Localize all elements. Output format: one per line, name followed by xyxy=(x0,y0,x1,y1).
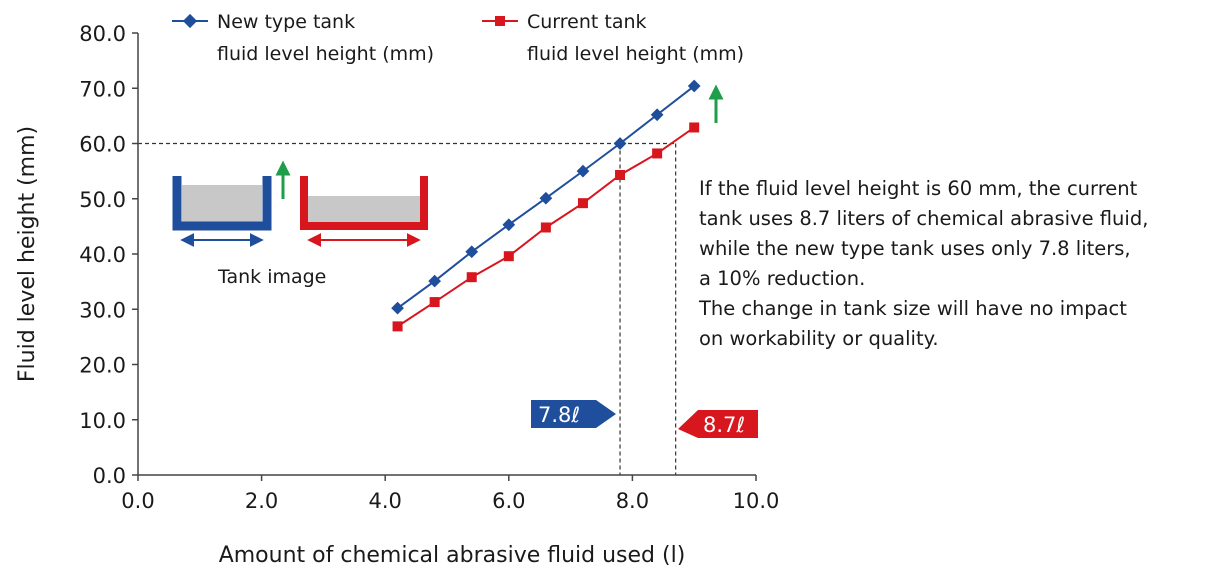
legend-current-marker xyxy=(495,16,505,26)
y-tick-label: 0.0 xyxy=(93,464,126,488)
data-point xyxy=(689,122,700,133)
series-current-tank xyxy=(392,122,700,332)
data-point xyxy=(465,245,479,259)
x-tick-label: 6.0 xyxy=(492,489,525,513)
current-tank-outline xyxy=(300,176,428,230)
legend: New type tank fluid level height (mm) Cu… xyxy=(172,11,744,65)
data-point xyxy=(392,321,403,332)
callout-current-box xyxy=(678,410,758,438)
y-tick-label: 80.0 xyxy=(79,22,126,46)
legend-new-label-2: fluid level height (mm) xyxy=(217,43,434,65)
x-axis-title: Amount of chemical abrasive fluid used (… xyxy=(219,543,686,568)
y-tick-label: 40.0 xyxy=(79,243,126,267)
current-tank-fill xyxy=(308,196,420,222)
x-tick-label: 4.0 xyxy=(368,489,401,513)
legend-new-label-1: New type tank xyxy=(217,11,355,33)
annotation-line: while the new type tank uses only 7.8 li… xyxy=(699,237,1131,260)
x-tick-label: 10.0 xyxy=(733,489,780,513)
annotation-line: a 10% reduction. xyxy=(699,267,866,290)
y-tick-label: 20.0 xyxy=(79,354,126,378)
annotation-line: on workability or quality. xyxy=(699,327,939,350)
annotation-text: If the fluid level height is 60 mm, the … xyxy=(699,174,1227,354)
axes: 0.0 10.0 20.0 30.0 40.0 50.0 60.0 70.0 80.0 0.0 2.… xyxy=(15,22,779,568)
annotation-line: tank uses 8.7 liters of chemical abrasiv… xyxy=(699,207,1149,230)
new-tank-outline xyxy=(172,176,272,231)
data-point xyxy=(615,169,626,180)
tank-illustration: Tank image xyxy=(172,160,428,288)
callout-new-box xyxy=(531,400,616,428)
reference-lines xyxy=(138,142,677,475)
y-tick-label: 60.0 xyxy=(79,133,126,157)
series-new-type-tank xyxy=(391,79,701,315)
y-tick-label: 70.0 xyxy=(79,77,126,101)
y-tick-label: 50.0 xyxy=(79,188,126,212)
volume-callouts: 7.8ℓ 8.7ℓ xyxy=(531,84,758,438)
callout-current-label: 8.7ℓ xyxy=(703,413,745,437)
new-tank-fill xyxy=(182,185,262,222)
data-point xyxy=(466,272,477,283)
y-tick-label: 10.0 xyxy=(79,409,126,433)
legend-new-marker xyxy=(182,13,198,29)
data-point xyxy=(428,274,442,288)
legend-current-label-2: fluid level height (mm) xyxy=(527,43,744,65)
annotation-line: The change in tank size will have no imp… xyxy=(699,297,1127,320)
x-tick-label: 8.0 xyxy=(616,489,649,513)
data-point xyxy=(540,222,551,233)
x-tick-label: 0.0 xyxy=(121,489,154,513)
annotation-line: If the fluid level height is 60 mm, the … xyxy=(699,177,1138,200)
data-point xyxy=(652,148,663,159)
y-axis-title: Fluid level height (mm) xyxy=(15,126,40,382)
tank-caption: Tank image xyxy=(217,266,326,288)
data-point xyxy=(502,218,516,232)
series-group xyxy=(391,79,701,332)
data-point xyxy=(503,251,514,262)
data-point xyxy=(577,198,588,209)
x-tick-label: 2.0 xyxy=(245,489,278,513)
data-point xyxy=(391,301,404,315)
y-tick-label: 30.0 xyxy=(79,298,126,322)
data-point xyxy=(429,297,440,308)
callout-new-label: 7.8ℓ xyxy=(538,403,580,427)
legend-current-label-1: Current tank xyxy=(527,11,647,33)
